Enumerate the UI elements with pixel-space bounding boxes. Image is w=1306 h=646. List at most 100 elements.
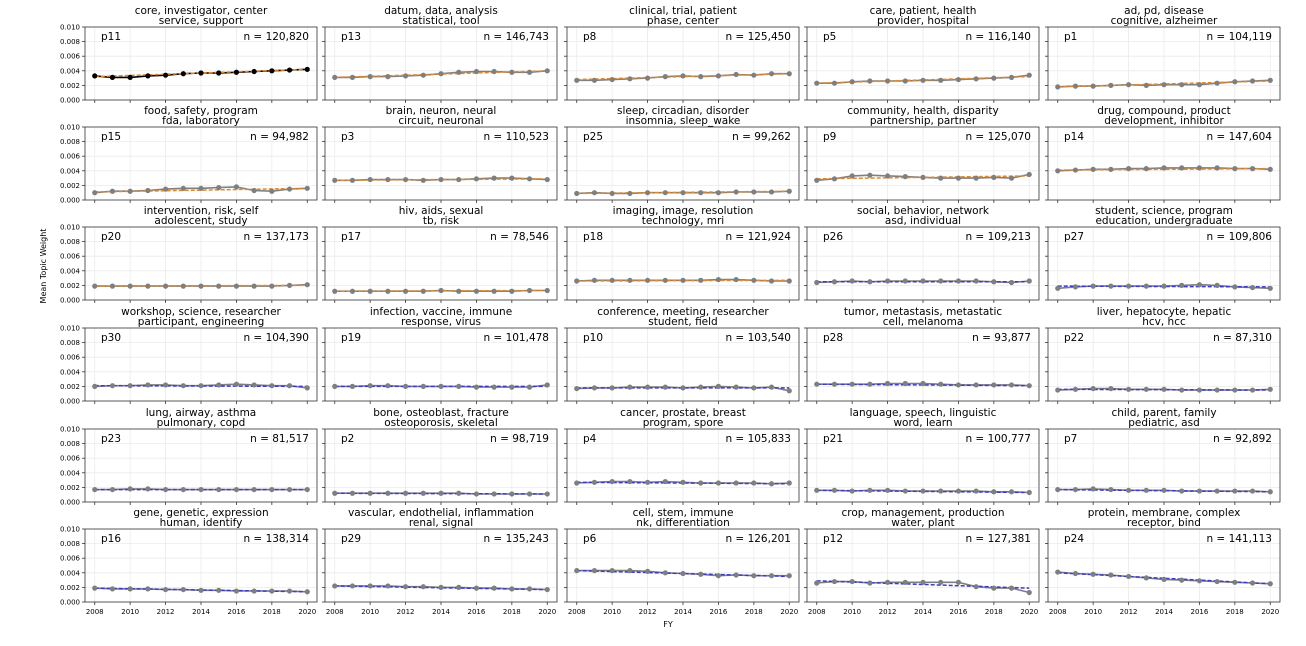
data-point (286, 383, 293, 389)
data-point (884, 173, 891, 179)
data-point (420, 584, 426, 590)
xtick-label: 2014 (192, 608, 210, 616)
xtick-label: 2010 (843, 608, 861, 616)
data-point (627, 478, 633, 485)
data-point (1008, 489, 1015, 495)
data-point (920, 77, 926, 83)
xtick-label: 2016 (710, 608, 728, 616)
panel-p30: workshop, science, researcherparticipant… (60, 306, 318, 406)
data-point (127, 586, 133, 592)
data-point (1214, 80, 1220, 86)
data-point (438, 287, 444, 294)
data-point (751, 480, 757, 486)
data-point (698, 480, 704, 486)
data-point (955, 579, 962, 585)
data-point (768, 384, 775, 390)
ytick-label: 0.000 (60, 297, 80, 305)
data-point (1090, 486, 1096, 492)
panel-title-line1: sleep, circadian, disorder (617, 105, 750, 117)
panel-title-line2: participant, engineering (138, 316, 265, 328)
data-point (1143, 283, 1149, 289)
data-point (644, 568, 651, 574)
data-point (751, 72, 757, 78)
data-point (1249, 166, 1256, 172)
data-point (198, 587, 204, 593)
ytick-label: 0.004 (60, 67, 81, 75)
sample-size-label: n = 87,310 (1213, 332, 1272, 344)
data-point (1090, 166, 1096, 172)
data-point (367, 490, 373, 496)
data-point (526, 69, 533, 75)
data-point (768, 71, 775, 77)
data-point (574, 568, 580, 574)
data-point (1232, 579, 1238, 585)
data-point (768, 189, 775, 195)
data-point (456, 288, 462, 294)
sample-size-label: n = 146,743 (483, 31, 549, 43)
data-point (286, 67, 293, 73)
panel-label: p19 (341, 332, 361, 344)
xtick-label: 2012 (157, 608, 175, 616)
data-point (109, 283, 116, 289)
data-point (402, 383, 409, 389)
data-point (304, 385, 310, 391)
xtick-label: 2014 (432, 608, 450, 616)
panel-title-line2: pediatric, asd (1128, 417, 1200, 429)
data-point (1008, 279, 1015, 286)
ytick-label: 0.006 (60, 555, 81, 563)
sample-size-label: n = 137,173 (243, 231, 309, 243)
panel-label: p11 (101, 31, 121, 43)
data-point (849, 79, 855, 85)
data-point (1214, 387, 1220, 393)
panel-label: p23 (101, 433, 121, 445)
panel-title-line1: gene, genetic, expression (133, 507, 268, 519)
panel-label: p2 (341, 433, 354, 445)
data-point (680, 385, 686, 391)
xtick-label: 2016 (468, 608, 486, 616)
panel-title-line2: human, identify (160, 517, 243, 529)
panel-title-line1: community, health, disparity (847, 105, 999, 117)
data-point (349, 177, 356, 183)
data-point (385, 383, 391, 389)
data-point (1196, 387, 1203, 393)
panel-title-line2: program, spore (643, 417, 724, 429)
data-point (1196, 82, 1203, 88)
sample-size-label: n = 93,877 (972, 332, 1031, 344)
sample-size-label: n = 94,982 (250, 131, 309, 143)
ytick-label: 0.004 (60, 267, 81, 275)
data-point (180, 586, 186, 593)
panel-title-line1: ad, pd, disease (1124, 5, 1204, 17)
data-point (1179, 387, 1185, 393)
sample-size-label: n = 120,820 (243, 31, 309, 43)
data-point (544, 176, 550, 183)
data-point (849, 173, 855, 179)
data-point (920, 488, 926, 494)
data-point (509, 288, 515, 294)
sample-size-label: n = 138,314 (243, 533, 309, 545)
sample-size-label: n = 147,604 (1206, 131, 1272, 143)
data-point (1072, 167, 1079, 173)
data-point (1055, 168, 1061, 174)
data-point (920, 278, 926, 284)
ytick-label: 0.000 (60, 599, 80, 607)
panel-title-line2: tb, risk (423, 215, 460, 227)
data-point (715, 73, 722, 79)
data-point (438, 584, 444, 591)
data-point (644, 75, 651, 81)
ytick-label: 0.010 (60, 526, 80, 534)
data-point (402, 584, 409, 590)
data-point (198, 486, 204, 493)
xtick-label: 2018 (985, 608, 1003, 616)
data-point (884, 579, 891, 585)
panel-title-line2: statistical, tool (402, 15, 479, 27)
panel-title-line2: development, inhibitor (1104, 115, 1224, 127)
data-point (1055, 387, 1061, 393)
data-point (920, 579, 926, 585)
data-point (304, 589, 310, 595)
data-point (938, 381, 944, 387)
data-point (786, 188, 792, 194)
